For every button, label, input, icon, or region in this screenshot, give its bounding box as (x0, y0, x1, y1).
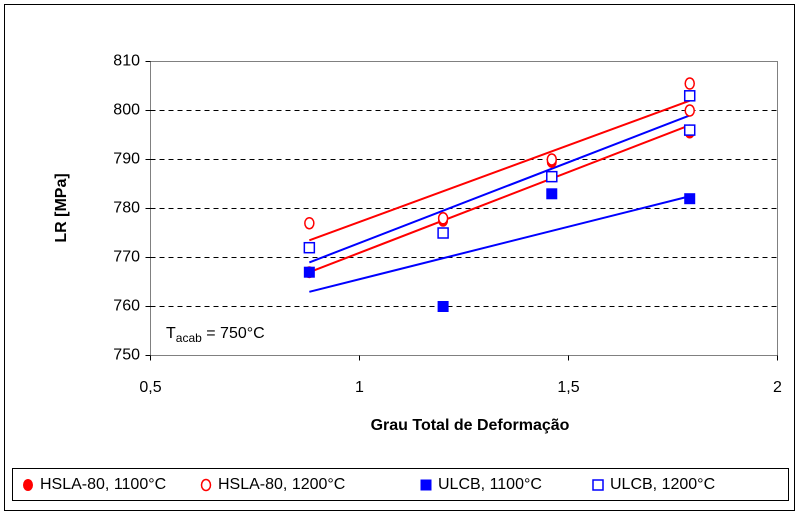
marker (684, 77, 695, 90)
x-tick-label: 1,5 (557, 379, 579, 396)
y-tick-label: 790 (113, 151, 140, 168)
marker (684, 104, 695, 117)
chart-border (4, 4, 795, 511)
x-tick-label: 1 (355, 379, 364, 396)
marker (303, 241, 316, 254)
marker (684, 193, 696, 205)
x-axis-title: Grau Total de Deformação (371, 417, 570, 434)
legend-label: HSLA-80, 1100°C (40, 476, 166, 493)
legend-marker (23, 479, 33, 491)
y-tick-label: 800 (113, 102, 140, 119)
legend-marker (420, 479, 432, 491)
y-tick-label: 780 (113, 200, 140, 217)
legend-label: ULCB, 1100°C (438, 476, 542, 493)
trendline (308, 114, 691, 264)
legend-box (12, 468, 789, 501)
y-tick-label: 810 (113, 53, 140, 70)
annotation: Tacab = 750°C (166, 325, 265, 345)
x-tick-label: 0,5 (139, 379, 161, 396)
marker (546, 188, 558, 200)
marker (303, 266, 315, 278)
marker (683, 124, 696, 136)
marker (437, 212, 449, 225)
y-tick-label: 760 (113, 298, 140, 315)
legend-marker (200, 478, 212, 492)
marker (304, 216, 315, 230)
marker (437, 227, 449, 239)
marker (546, 170, 558, 183)
y-tick-label: 770 (113, 249, 140, 266)
marker (683, 90, 696, 102)
trendline (309, 195, 690, 293)
legend-label: ULCB, 1200°C (610, 476, 715, 493)
marker (546, 153, 558, 166)
y-tick-label: 750 (113, 347, 140, 364)
trendline (308, 124, 691, 274)
y-axis-title: LR [MPa] (53, 173, 70, 242)
trendline (308, 99, 691, 242)
marker (437, 301, 449, 312)
x-tick-label: 2 (773, 379, 782, 396)
legend-marker (592, 479, 604, 491)
legend-label: HSLA-80, 1200°C (218, 476, 345, 493)
